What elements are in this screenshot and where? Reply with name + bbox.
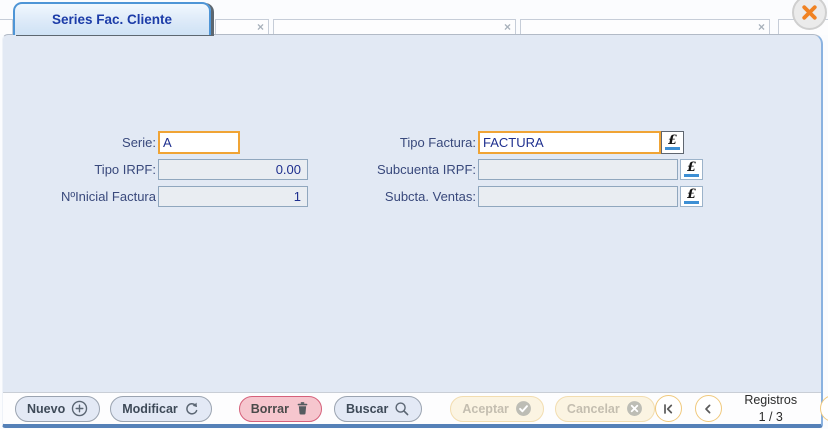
lookup-pound-icon: £ (686, 160, 697, 175)
subcta-ventas-input[interactable] (478, 186, 678, 207)
nuevo-button[interactable]: Nuevo (15, 395, 101, 422)
lookup-underline (684, 201, 699, 204)
records-label: Registros (744, 393, 798, 408)
nuevo-label: Nuevo (27, 401, 66, 416)
buscar-button[interactable]: Buscar (333, 395, 423, 422)
tab-background-1[interactable]: × (215, 19, 269, 35)
lookup-underline (684, 174, 699, 177)
record-navigation: Registros 1 / 3 (654, 392, 828, 425)
subcuenta-irpf-input[interactable] (478, 159, 678, 180)
num-inicial-factura-input[interactable] (158, 186, 308, 207)
serie-input[interactable] (158, 131, 240, 154)
form-panel: Serie: Tipo IRPF: NºInicial Factura Tipo… (2, 34, 828, 428)
subcta-ventas-label: Subcta. Ventas: (384, 189, 476, 204)
tipo-irpf-input[interactable] (158, 159, 308, 180)
serie-label: Serie: (122, 135, 156, 150)
tab-series-fac-cliente[interactable]: Series Fac. Cliente (13, 2, 211, 35)
buscar-label: Buscar (345, 401, 389, 416)
lookup-underline (665, 147, 680, 150)
check-circle-icon (515, 401, 531, 416)
subcuenta-irpf-lookup-button[interactable]: £ (680, 159, 703, 180)
refresh-icon (185, 402, 198, 415)
magnifier-icon (395, 401, 409, 415)
tab-background-2[interactable]: × (273, 19, 516, 35)
crud-toolbar: Nuevo Modificar Borrar Buscar (3, 392, 828, 424)
tab-partial-left[interactable] (0, 19, 13, 34)
tab-close-icon[interactable]: × (757, 20, 765, 34)
first-record-icon (664, 403, 673, 414)
x-circle-icon (626, 401, 642, 416)
tab-label: Series Fac. Cliente (51, 12, 173, 27)
trash-icon (297, 402, 308, 415)
tab-background-3[interactable]: × (520, 19, 770, 35)
subcta-ventas-lookup-button[interactable]: £ (680, 186, 703, 207)
first-record-button[interactable] (654, 395, 682, 422)
tipo-factura-label: Tipo Factura: (399, 135, 476, 150)
borrar-label: Borrar (250, 401, 289, 416)
modificar-label: Modificar (122, 401, 178, 416)
records-counter: Registros 1 / 3 (740, 392, 802, 425)
aceptar-button[interactable]: Aceptar (450, 395, 544, 422)
close-icon (802, 5, 817, 20)
lookup-pound-icon: £ (686, 187, 697, 202)
lookup-pound-icon: £ (667, 133, 678, 148)
aceptar-label: Aceptar (462, 401, 509, 416)
tipo-factura-lookup-button[interactable]: £ (661, 131, 684, 154)
next-record-button[interactable] (819, 395, 828, 422)
tab-close-icon[interactable]: × (503, 20, 511, 34)
borrar-button[interactable]: Borrar (238, 395, 322, 422)
records-position: 1 / 3 (758, 409, 783, 424)
cancelar-button[interactable]: Cancelar (554, 395, 655, 422)
tipo-factura-input[interactable] (478, 131, 661, 154)
previous-record-icon (705, 404, 711, 413)
modificar-button[interactable]: Modificar (110, 395, 212, 422)
tab-close-icon[interactable]: × (256, 20, 264, 34)
tipo-irpf-label: Tipo IRPF: (94, 162, 156, 177)
subcuenta-irpf-label: Subcuenta IRPF: (377, 162, 476, 177)
num-inicial-factura-label: NºInicial Factura (60, 189, 156, 204)
plus-circle-icon (72, 400, 88, 417)
cancelar-label: Cancelar (566, 401, 620, 416)
window-close-button[interactable] (792, 0, 827, 30)
previous-record-button[interactable] (694, 395, 722, 422)
